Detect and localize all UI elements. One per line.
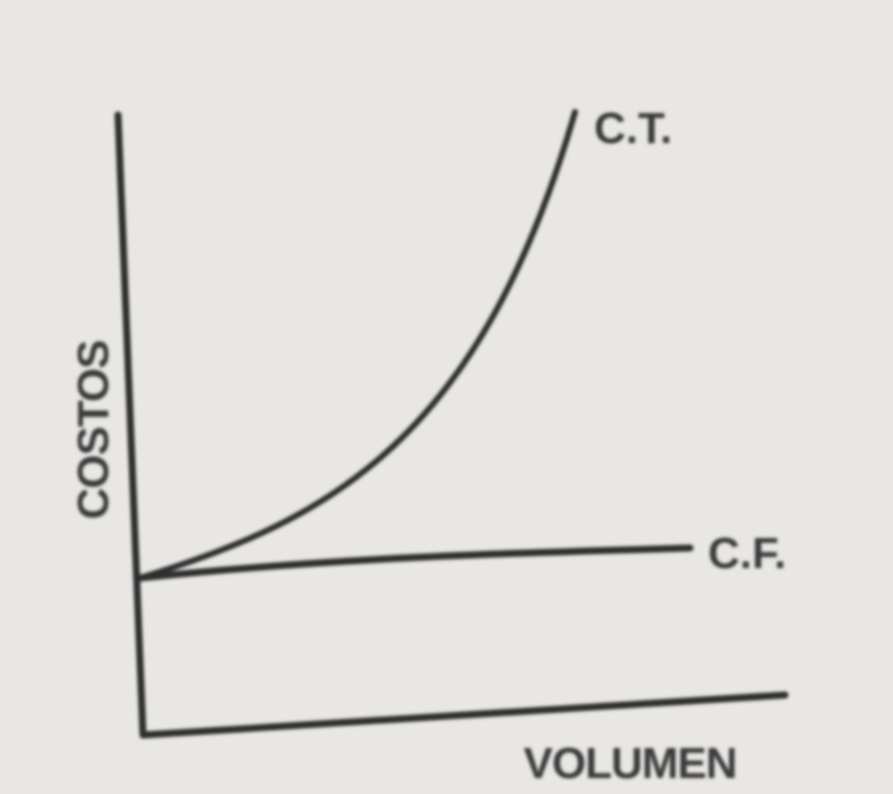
x-axis [139,691,789,739]
curve-label: C.T. [594,104,672,153]
drawing: C.T. C.F. COSTOS VOLUMEN [69,104,789,788]
curve-label: C.F. [708,529,786,578]
total-cost-curve [137,109,578,581]
y-axis [114,111,147,739]
fixed-cost-line [136,544,694,582]
x-axis-label: VOLUMEN [524,739,737,788]
y-axis-label: COSTOS [69,340,118,519]
